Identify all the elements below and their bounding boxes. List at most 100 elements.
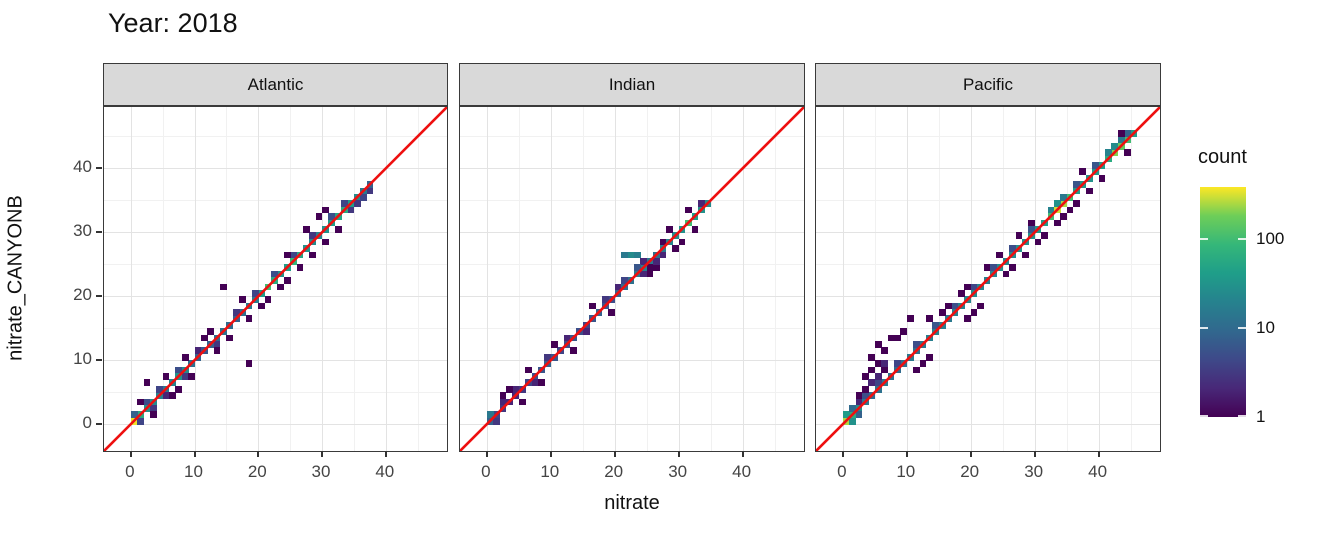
grid-major-vertical: [322, 107, 323, 451]
count-bin: [1053, 219, 1061, 227]
grid-minor-horizontal: [816, 392, 1160, 394]
grid-minor-vertical: [353, 107, 355, 451]
x-axis-title: nitrate: [604, 492, 660, 514]
x-tick-mark: [741, 451, 744, 457]
grid-major-vertical: [678, 107, 680, 451]
x-tick-label: 10: [184, 462, 203, 481]
x-tick-mark: [613, 451, 616, 457]
grid-minor-horizontal: [104, 328, 447, 330]
count-bin: [1002, 270, 1010, 278]
count-bin: [499, 392, 507, 399]
count-bin: [360, 194, 368, 201]
y-tick-label: 20: [73, 285, 92, 305]
identity-reference-line: [460, 107, 804, 451]
count-bin: [874, 373, 882, 380]
x-tick-mark: [485, 451, 488, 457]
grid-major-horizontal: [104, 424, 447, 426]
count-bin: [1009, 245, 1016, 252]
count-bin: [162, 373, 170, 380]
count-bin: [621, 251, 628, 259]
count-bin: [633, 264, 641, 272]
count-bin: [200, 334, 208, 342]
count-bin: [1124, 149, 1131, 156]
grid-major-vertical: [258, 107, 260, 451]
count-bin: [659, 251, 667, 259]
grid-major-vertical: [970, 107, 972, 451]
x-tick-mark: [969, 451, 972, 457]
count-bin: [341, 200, 348, 208]
x-tick-mark: [129, 451, 132, 457]
y-tick-label: 30: [73, 221, 92, 241]
count-bin: [1117, 136, 1125, 144]
x-tick-mark: [905, 451, 908, 457]
count-bin: [913, 341, 920, 348]
count-bin: [264, 296, 272, 304]
count-bin: [894, 360, 901, 367]
grid-major-vertical: [842, 107, 844, 451]
grid-minor-vertical: [1002, 107, 1004, 451]
count-bin: [137, 417, 144, 425]
facet-strip-label: Atlantic: [247, 74, 304, 94]
count-bin: [366, 187, 374, 195]
count-bin: [678, 238, 686, 246]
grid-major-vertical: [906, 107, 908, 451]
facet-strip-label: Indian: [608, 74, 656, 94]
count-bin: [525, 366, 532, 374]
count-bin: [499, 398, 507, 406]
count-bin: [1060, 213, 1068, 220]
count-bin: [926, 315, 933, 323]
legend-tick-notch: [1238, 237, 1246, 240]
count-bin: [977, 302, 984, 310]
x-tick-mark: [549, 451, 552, 457]
legend-tick-notch: [1200, 326, 1208, 329]
facet-panel-indian: [459, 106, 805, 452]
count-bin: [589, 302, 596, 310]
count-bin: [322, 206, 329, 214]
count-bin: [983, 264, 991, 272]
count-bin: [353, 200, 361, 208]
legend-tick-label: 1: [1256, 407, 1266, 426]
count-bin: [544, 353, 552, 361]
count-bin: [518, 398, 526, 406]
count-bin: [855, 392, 863, 399]
x-tick-label: 40: [732, 462, 752, 481]
grid-major-vertical: [385, 107, 387, 451]
count-bin: [862, 373, 869, 380]
grid-minor-horizontal: [104, 264, 447, 266]
count-bin: [640, 257, 648, 265]
grid-major-horizontal: [460, 424, 804, 426]
count-bin: [1066, 206, 1074, 214]
count-bin: [570, 347, 577, 355]
y-tick-mark: [96, 231, 102, 234]
count-bin: [881, 366, 888, 374]
grid-major-horizontal: [460, 168, 804, 170]
count-bin: [849, 417, 856, 425]
count-bin: [627, 251, 635, 259]
x-tick-label: 10: [896, 462, 916, 481]
facet-panel-atlantic: [103, 106, 448, 452]
count-bin: [862, 385, 869, 393]
y-tick-mark: [96, 167, 102, 170]
count-bin: [1105, 149, 1112, 156]
grid-major-horizontal: [460, 360, 804, 362]
count-bin: [855, 398, 863, 406]
count-bin: [1117, 130, 1125, 137]
grid-minor-horizontal: [816, 200, 1160, 202]
count-bin: [302, 225, 310, 233]
x-tick-mark: [841, 451, 844, 457]
identity-reference-line: [816, 107, 1160, 451]
count-bin: [175, 385, 183, 393]
grid-minor-vertical: [710, 107, 712, 451]
grid-minor-vertical: [774, 107, 776, 451]
y-axis-title: nitrate_CANYONB: [4, 195, 27, 361]
count-bin: [156, 385, 164, 393]
grid-major-horizontal: [104, 360, 447, 362]
count-bin: [512, 385, 520, 393]
legend-tick-notch: [1238, 415, 1246, 417]
count-bin: [239, 296, 246, 304]
count-bin: [913, 366, 920, 374]
grid-minor-horizontal: [460, 392, 804, 394]
grid-minor-vertical: [582, 107, 584, 451]
x-tick-mark: [1033, 451, 1036, 457]
count-bin: [900, 328, 908, 335]
